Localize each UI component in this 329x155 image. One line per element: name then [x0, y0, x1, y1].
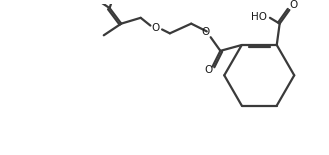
Text: O: O: [205, 65, 213, 75]
Text: O: O: [202, 27, 210, 37]
Text: HO: HO: [251, 12, 267, 22]
Text: O: O: [289, 0, 297, 10]
Text: O: O: [151, 22, 159, 33]
